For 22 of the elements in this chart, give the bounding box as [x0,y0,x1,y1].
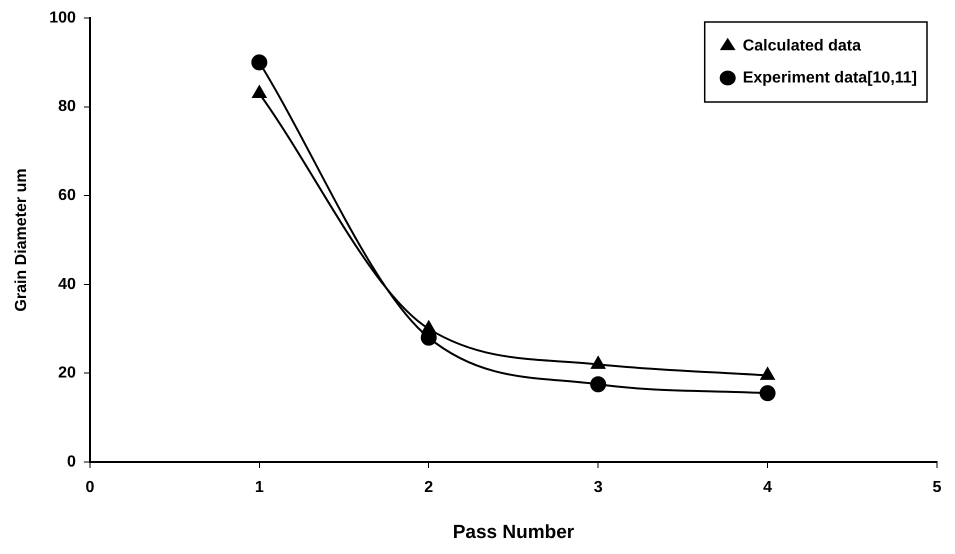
legend-label: Experiment data[10,11] [742,69,917,86]
point [591,356,606,369]
x-tick-label: 2 [424,479,434,496]
x-tick-label: 3 [594,479,603,496]
y-tick-label: 40 [58,276,76,293]
x-axis-title: Pass Number [452,522,575,543]
y-tick-label: 20 [58,364,76,382]
y-axis-title: Grain Diameter um [13,168,30,312]
point [760,385,776,402]
x-tick-label: 1 [254,479,264,496]
x-tick-label: 5 [932,479,942,496]
y-tick-label: 100 [49,9,76,26]
point [760,367,775,380]
legend-label: Calculated data [742,37,862,54]
point [252,85,266,98]
y-tick-label: 80 [58,98,76,116]
x-tick-label: 4 [763,479,772,496]
point [422,320,436,334]
x-tick-label: 0 [85,479,94,496]
y-tick-label: 0 [66,453,76,470]
point [590,376,606,392]
y-tick-label: 60 [58,187,76,204]
